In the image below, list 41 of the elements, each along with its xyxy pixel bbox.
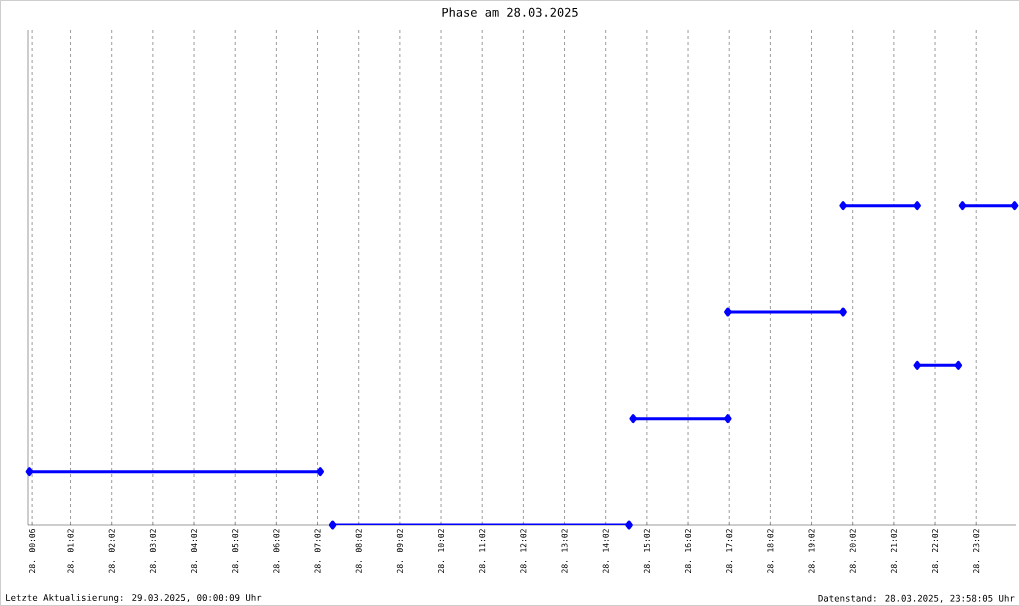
point	[316, 467, 325, 477]
x-tick-label: 28. 13:02	[561, 529, 568, 573]
x-tick-label: 28. 05:02	[232, 529, 239, 573]
x-tick-label: 28. 20:02	[849, 529, 856, 573]
chart-title: Phase am 28.03.2025	[442, 7, 578, 17]
x-tick-label: 28. 14:02	[602, 529, 609, 573]
x-tick-label: 28. 03:02	[149, 529, 156, 573]
x-tick-label: 28. 10:02	[438, 529, 445, 573]
x-tick-label: 28. 16:02	[685, 529, 692, 573]
x-tick-label: 28. 17:02	[726, 529, 733, 573]
x-tick-label: 28. 02:02	[108, 529, 115, 573]
point	[724, 414, 732, 424]
x-tick-label: 28. 15:02	[643, 529, 650, 573]
point	[328, 520, 337, 530]
point	[839, 201, 847, 211]
point	[913, 201, 921, 211]
point	[954, 360, 963, 370]
x-tick-label: 28. 04:02	[191, 529, 198, 573]
x-tick-label: 28. 19:02	[808, 529, 815, 573]
point	[839, 307, 847, 317]
text: Letzte Aktualisierung: 29.03.2025, 00:00:09 Uhr	[6, 593, 262, 603]
x-tick-label: 28. 00:06	[29, 529, 36, 573]
point	[1010, 201, 1019, 211]
x-tick-label: 28. 07:02	[314, 529, 321, 573]
x-tick-label: 28. 01:02	[67, 529, 74, 573]
x-tick-label: 28. 12:02	[520, 529, 527, 573]
x-tick-label: 28. 06:02	[273, 529, 280, 573]
x-tick-label: 28. 18:02	[767, 529, 774, 573]
x-tick-label: 28. 22:02	[932, 529, 939, 573]
point	[913, 360, 921, 370]
point	[625, 520, 633, 530]
x-tick-label: 28. 21:02	[890, 529, 897, 573]
point	[958, 201, 967, 211]
point	[25, 467, 34, 477]
point	[629, 414, 637, 424]
x-tick-label: 28. 09:02	[396, 529, 403, 573]
x-tick-label: 28. 23:02	[973, 529, 980, 573]
point	[724, 307, 732, 317]
x-tick-label: 28. 08:02	[355, 529, 362, 573]
text: Datenstand: 28.03.2025, 23:58:05 Uhr	[818, 594, 1015, 603]
x-tick-label: 28. 11:02	[479, 529, 486, 573]
